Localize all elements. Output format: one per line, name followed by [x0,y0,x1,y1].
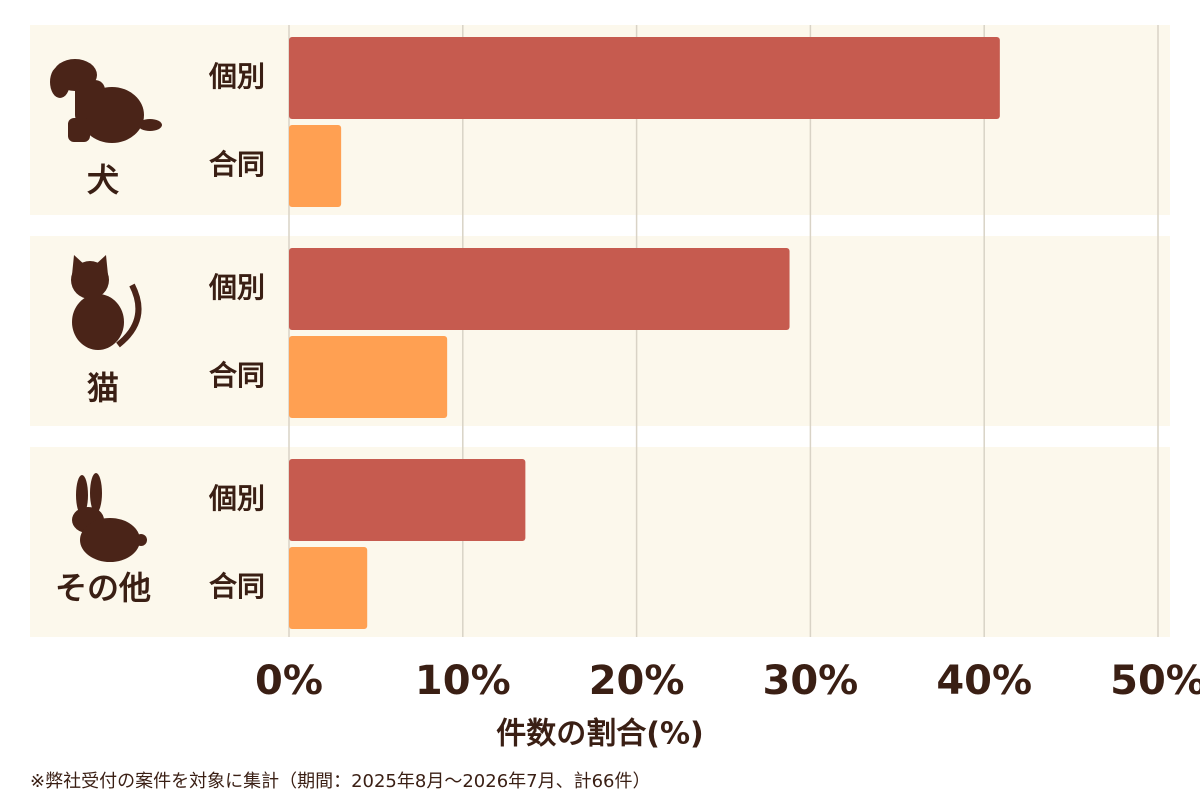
x-tick-label: 10% [415,658,511,704]
bar [289,459,526,541]
bar [289,336,448,418]
series-label: 個別 [208,482,265,515]
footnote: ※弊社受付の案件を対象に集計（期間：2025年8月〜2026年7月、計66件） [30,771,651,792]
group-label: 猫 [87,369,119,407]
x-axis-title: 件数の割合(%) [496,717,703,752]
series-label: 合同 [209,148,265,181]
group-panel [30,447,1170,637]
rabbit-icon [72,473,147,562]
x-tick-label: 30% [763,658,859,704]
series-label: 合同 [209,359,265,392]
bar [289,547,368,629]
dog-icon [50,59,162,143]
bar [289,248,790,330]
bar [289,37,1000,119]
group-label: 犬 [87,161,119,199]
x-tick-label: 0% [255,658,323,704]
bar [289,125,342,207]
cat-icon [71,255,142,350]
series-label: 個別 [208,271,265,304]
x-tick-label: 20% [589,658,685,704]
series-label: 個別 [208,60,265,93]
x-tick-label: 40% [936,658,1032,704]
icons [50,59,162,562]
series-label: 合同 [209,570,265,603]
x-tick-label: 50% [1110,658,1200,704]
group-label: その他 [55,569,151,607]
